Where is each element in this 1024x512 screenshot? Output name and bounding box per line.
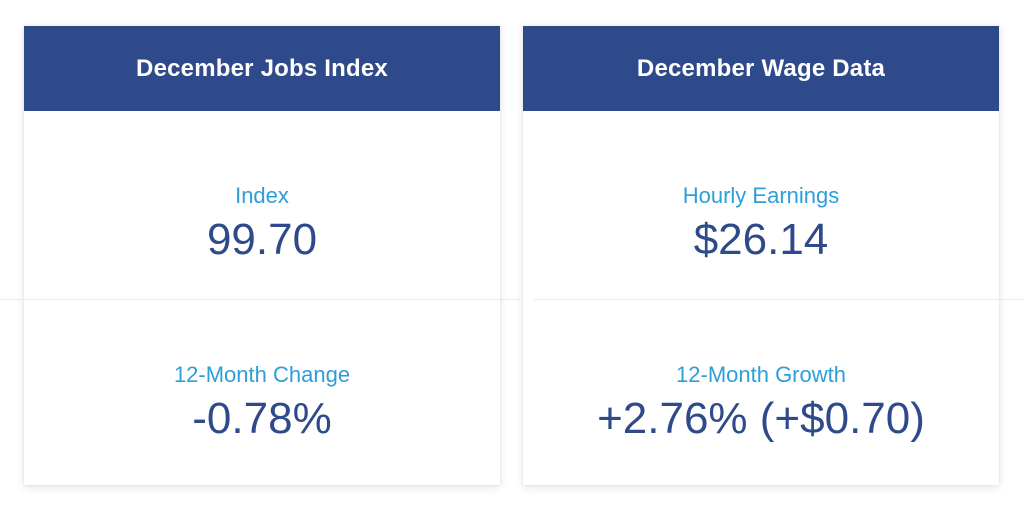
stat-label: Hourly Earnings <box>682 183 840 208</box>
hourly-earnings-stat: Hourly Earnings $26.14 <box>523 111 999 300</box>
wage-data-card: December Wage Data Hourly Earnings $26.1… <box>523 26 999 485</box>
stat-label: 12-Month Growth <box>676 362 846 387</box>
twelve-month-change-stat: 12-Month Change -0.78% <box>24 300 500 485</box>
jobs-index-card: December Jobs Index Index 99.70 12-Month… <box>24 26 500 485</box>
card-title: December Jobs Index <box>24 26 500 111</box>
stat-label: Index <box>235 183 289 208</box>
stat-value: -0.78% <box>192 394 332 443</box>
stat-label: 12-Month Change <box>173 362 351 387</box>
stat-value: 99.70 <box>206 215 318 264</box>
row-divider <box>534 299 1024 300</box>
twelve-month-growth-stat: 12-Month Growth +2.76% (+$0.70) <box>523 300 999 485</box>
row-divider <box>0 299 520 300</box>
card-title: December Wage Data <box>523 26 999 111</box>
stat-value: $26.14 <box>693 215 829 264</box>
stat-value: +2.76% (+$0.70) <box>597 394 925 443</box>
index-stat: Index 99.70 <box>24 111 500 300</box>
